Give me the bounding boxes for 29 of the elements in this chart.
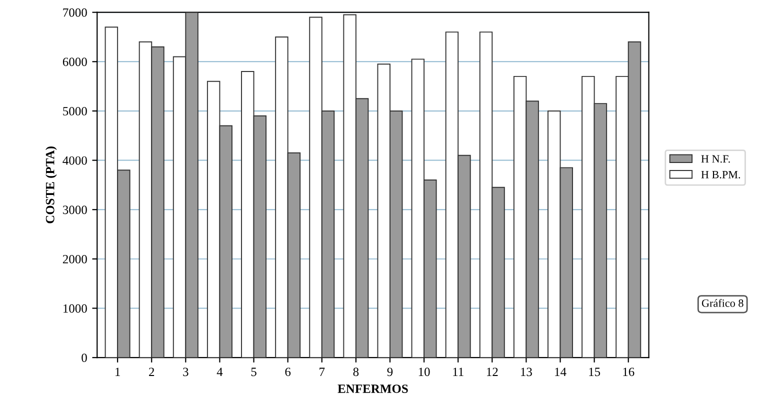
x-tick-label: 9 <box>387 368 393 376</box>
x-tick-label: 6 <box>285 368 291 376</box>
y-tick-label: 3000 <box>63 206 87 214</box>
x-axis-title: ENFERMOS <box>338 384 408 393</box>
x-tick-label: 4 <box>216 368 223 376</box>
y-tick-label: 5000 <box>63 106 87 116</box>
x-tick-label: 3 <box>183 368 188 376</box>
x-tick-label: 13 <box>521 368 532 376</box>
y-tick-label: 7000 <box>63 8 87 17</box>
y-tick-label: 2000 <box>62 254 87 264</box>
x-tick-label: 5 <box>251 368 256 376</box>
legend-label: H B.PM. <box>701 170 740 178</box>
y-tick-label: 4000 <box>62 156 87 165</box>
y-axis-title: COSTE (PTA) <box>46 146 57 224</box>
text: Gráfico 8 <box>702 298 744 307</box>
x-tick-label: 14 <box>555 368 566 376</box>
x-tick-label: 2 <box>149 368 154 376</box>
x-tick-label: 15 <box>589 368 600 376</box>
x-tick-label: 16 <box>623 368 634 376</box>
y-tick-label: 0 <box>82 354 87 362</box>
x-tick-label: 8 <box>353 368 359 376</box>
y-tick-label: 6000 <box>62 58 87 66</box>
y-tick-label: 1000 <box>64 304 87 313</box>
x-tick-label: 1 <box>116 368 120 376</box>
x-tick-label: 11 <box>453 368 464 376</box>
legend-label: H N.F. <box>701 155 730 163</box>
x-tick-label: 10 <box>418 368 430 376</box>
x-tick-label: 7 <box>320 368 325 376</box>
x-tick-label: 12 <box>487 368 498 376</box>
